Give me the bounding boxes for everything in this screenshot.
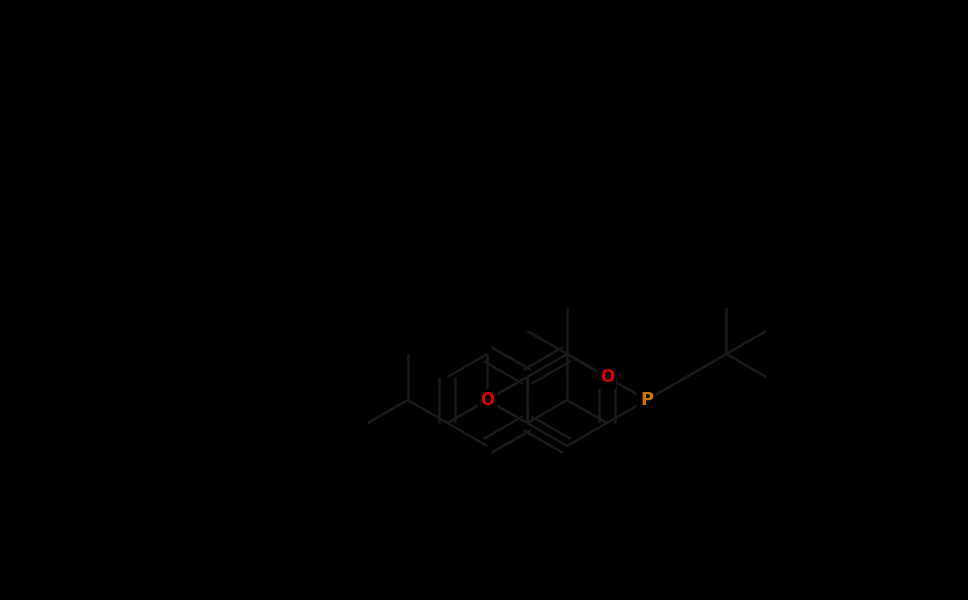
Text: O: O [480, 391, 495, 409]
Text: O: O [600, 368, 614, 386]
Text: P: P [640, 391, 653, 409]
